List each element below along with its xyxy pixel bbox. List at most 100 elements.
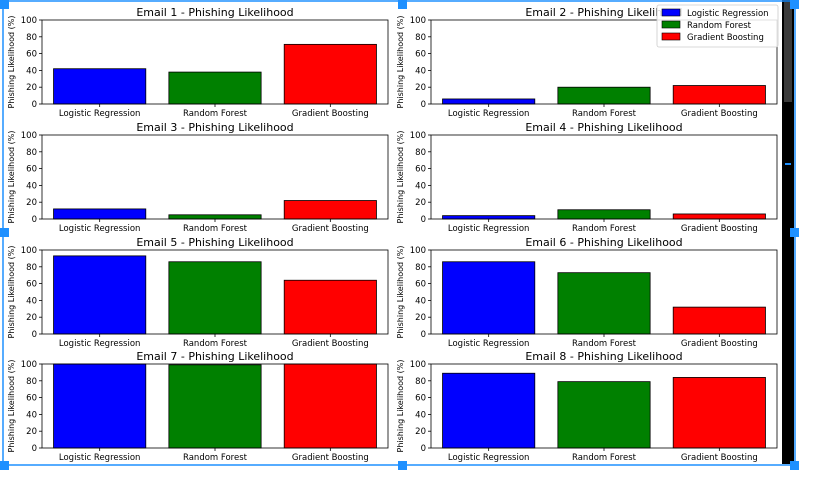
y-axis-label: Phishing Likelihood (%): [7, 246, 16, 339]
legend-box: [656, 4, 779, 48]
bar-logistic-regression: [53, 255, 147, 335]
bar-gradient-boosting: [672, 306, 766, 335]
y-tick-label: 80: [26, 148, 37, 158]
y-tick-label: 40: [415, 296, 426, 306]
y-tick-label: 60: [415, 50, 426, 60]
y-tick-label: 100: [21, 16, 37, 26]
legend-label: Random Forest: [687, 21, 752, 31]
y-tick-label: 60: [415, 165, 426, 175]
bar-gradient-boosting: [283, 363, 377, 449]
resize-handle[interactable]: [398, 0, 407, 9]
y-tick-label: 0: [421, 330, 426, 340]
x-tick-label: Gradient Boosting: [292, 453, 369, 463]
y-tick-label: 0: [32, 330, 37, 340]
y-tick-label: 0: [32, 215, 37, 225]
y-tick-label: 100: [410, 246, 426, 256]
x-tick-label: Logistic Regression: [59, 224, 141, 234]
vertical-scrollbar[interactable]: [782, 0, 794, 464]
x-tick-label: Logistic Regression: [448, 109, 530, 119]
resize-handle[interactable]: [0, 461, 9, 470]
resize-handle[interactable]: [0, 228, 9, 237]
y-tick-label: 100: [21, 246, 37, 256]
x-tick-label: Gradient Boosting: [292, 109, 369, 119]
y-tick-label: 60: [26, 50, 37, 60]
y-tick-label: 60: [415, 394, 426, 404]
y-tick-label: 20: [26, 313, 37, 323]
y-axis-label: Phishing Likelihood (%): [396, 16, 405, 109]
bar-logistic-regression: [53, 363, 147, 449]
plot-frame: [430, 134, 778, 220]
x-tick-label: Random Forest: [572, 339, 637, 349]
plot-frame: [41, 19, 389, 105]
x-tick-label: Gradient Boosting: [681, 339, 758, 349]
x-tick-label: Random Forest: [572, 453, 637, 463]
x-tick-label: Gradient Boosting: [681, 453, 758, 463]
chart-email-6: Email 6 - Phishing Likelihood Logistic Re…: [396, 236, 778, 349]
bar-logistic-regression: [442, 215, 536, 220]
chart-email-8: Email 8 - Phishing Likelihood Logistic Re…: [396, 350, 778, 463]
chart-title: Email 8 - Phishing Likelihood: [525, 350, 682, 363]
chart-email-4: Email 4 - Phishing Likelihood Logistic Re…: [396, 121, 778, 234]
y-axis-label: Phishing Likelihood (%): [396, 131, 405, 224]
y-tick-label: 20: [26, 427, 37, 437]
bar-random-forest: [557, 86, 651, 105]
y-tick-label: 40: [415, 181, 426, 191]
resize-handle[interactable]: [790, 461, 799, 470]
x-tick-label: Gradient Boosting: [681, 109, 758, 119]
y-tick-label: 0: [32, 100, 37, 110]
y-tick-label: 0: [421, 100, 426, 110]
x-tick-label: Logistic Regression: [59, 339, 141, 349]
bar-gradient-boosting: [283, 279, 377, 335]
chart-title: Email 3 - Phishing Likelihood: [136, 121, 293, 134]
y-tick-label: 20: [415, 198, 426, 208]
scrollbar-marker: [785, 163, 791, 165]
x-tick-label: Logistic Regression: [448, 339, 530, 349]
chart-title: Email 2 - Phishing Likelihood: [525, 6, 682, 19]
y-tick-label: 80: [415, 263, 426, 273]
scrollbar-thumb[interactable]: [784, 2, 792, 102]
y-tick-label: 20: [415, 427, 426, 437]
y-axis-label: Phishing Likelihood (%): [7, 16, 16, 109]
plot-frame: [41, 363, 389, 449]
resize-handle[interactable]: [398, 461, 407, 470]
y-tick-label: 80: [26, 377, 37, 387]
bar-random-forest: [557, 381, 651, 449]
x-tick-label: Logistic Regression: [448, 453, 530, 463]
y-axis-label: Phishing Likelihood (%): [396, 246, 405, 339]
x-tick-label: Random Forest: [183, 224, 248, 234]
x-tick-label: Logistic Regression: [448, 224, 530, 234]
y-tick-label: 80: [26, 263, 37, 273]
resize-handle[interactable]: [0, 0, 9, 9]
x-tick-label: Logistic Regression: [59, 109, 141, 119]
bar-random-forest: [557, 272, 651, 335]
y-axis-label: Phishing Likelihood (%): [396, 360, 405, 453]
y-tick-label: 60: [415, 280, 426, 290]
chart-email-7: Email 7 - Phishing Likelihood Logistic Re…: [7, 350, 389, 463]
chart-title: Email 1 - Phishing Likelihood: [136, 6, 293, 19]
x-tick-label: Random Forest: [183, 453, 248, 463]
bar-gradient-boosting: [672, 213, 766, 220]
x-tick-label: Gradient Boosting: [292, 339, 369, 349]
resize-handle[interactable]: [790, 0, 799, 9]
y-axis-label: Phishing Likelihood (%): [7, 360, 16, 453]
chart-title: Email 4 - Phishing Likelihood: [525, 121, 682, 134]
chart-title: Email 6 - Phishing Likelihood: [525, 236, 682, 249]
bar-random-forest: [168, 261, 262, 335]
y-tick-label: 0: [421, 215, 426, 225]
bar-random-forest: [168, 71, 262, 105]
y-tick-label: 100: [410, 131, 426, 141]
resize-handle[interactable]: [790, 228, 799, 237]
bar-gradient-boosting: [283, 43, 377, 105]
bar-random-forest: [557, 209, 651, 220]
y-tick-label: 20: [415, 83, 426, 93]
y-tick-label: 100: [21, 360, 37, 370]
y-tick-label: 40: [415, 410, 426, 420]
plot-frame: [430, 249, 778, 335]
legend-swatch: [661, 32, 681, 41]
y-tick-label: 40: [26, 181, 37, 191]
y-tick-label: 40: [26, 296, 37, 306]
y-tick-label: 20: [415, 313, 426, 323]
bar-logistic-regression: [53, 208, 147, 220]
legend-label: Logistic Regression: [687, 9, 769, 19]
